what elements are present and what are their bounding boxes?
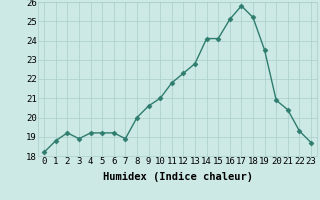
X-axis label: Humidex (Indice chaleur): Humidex (Indice chaleur): [103, 172, 252, 182]
